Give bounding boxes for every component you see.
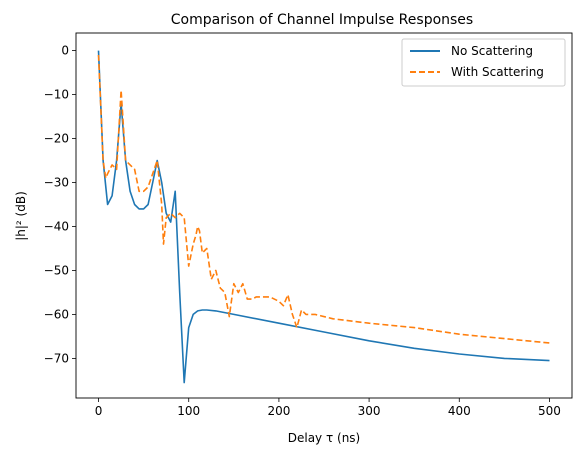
y-tick-label: −30 (44, 176, 69, 190)
y-axis-label: |h|² (dB) (14, 191, 28, 241)
legend-box (401, 38, 566, 87)
y-tick-label: −20 (44, 132, 69, 146)
x-tick-label: 400 (448, 404, 471, 418)
plot-frame (75, 32, 573, 399)
y-tick-label: 0 (61, 44, 69, 58)
x-axis-ticks: 0 100 200 300 400 500 (95, 398, 561, 418)
y-tick-label: −70 (44, 351, 69, 365)
x-axis-label: Delay τ (ns) (288, 431, 361, 445)
y-tick-label: −10 (44, 88, 69, 102)
y-tick-label: −40 (44, 219, 69, 233)
x-tick-label: 0 (95, 404, 103, 418)
x-tick-label: 100 (177, 404, 200, 418)
legend-label-with-scattering: With Scattering (451, 65, 544, 79)
x-tick-label: 300 (358, 404, 381, 418)
x-tick-label: 200 (267, 404, 290, 418)
y-tick-label: −60 (44, 307, 69, 321)
legend: No Scattering With Scattering (401, 38, 566, 87)
series-line-with-scattering (97, 54, 550, 344)
y-tick-label: −50 (44, 263, 69, 277)
series-layer (97, 50, 550, 384)
y-axis-ticks: 0 −10 −20 −30 −40 −50 −60 −70 (44, 44, 76, 365)
chart-title: Comparison of Channel Impulse Responses (171, 12, 473, 28)
x-tick-label: 500 (538, 404, 561, 418)
legend-label-no-scattering: No Scattering (451, 44, 533, 58)
